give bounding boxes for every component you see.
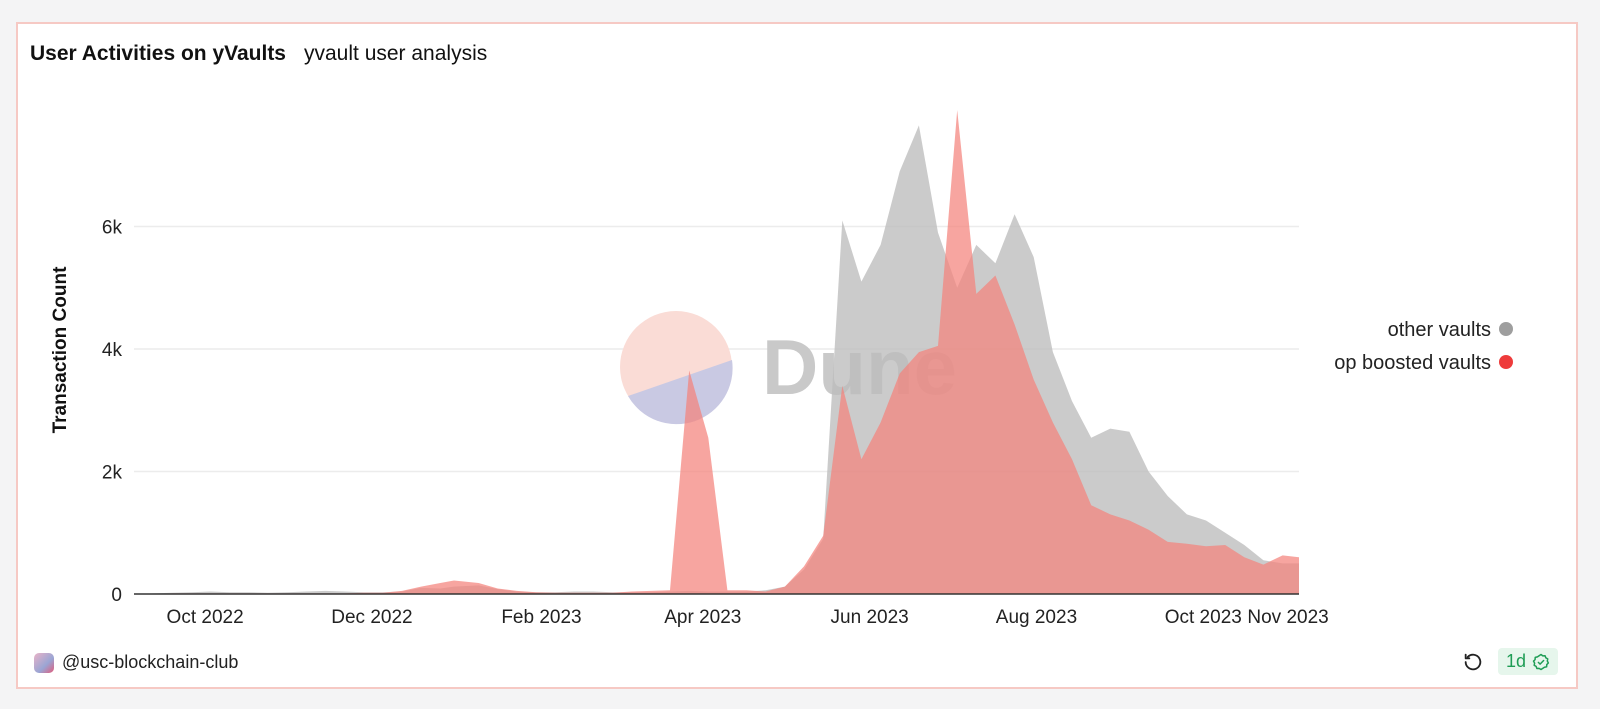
y-tick-label: 6k: [102, 218, 123, 239]
y-tick-label: 4k: [102, 340, 123, 361]
chart-title[interactable]: User Activities on yVaults: [30, 42, 286, 65]
x-tick-label: Nov 2023: [1247, 607, 1328, 628]
author-attribution[interactable]: @usc-blockchain-club: [34, 652, 238, 673]
y-axis-label: Transaction Count: [50, 266, 71, 433]
refresh-icon[interactable]: [1462, 651, 1484, 673]
x-tick-label: Oct 2022: [167, 607, 244, 628]
chart-subtitle: yvault user analysis: [304, 42, 488, 65]
legend-label[interactable]: other vaults: [1388, 319, 1491, 341]
x-tick-label: Jun 2023: [831, 607, 909, 628]
y-axis-ticks: 0 2k 4k 6k: [102, 218, 123, 607]
y-tick-label: 0: [111, 585, 122, 606]
refresh-interval: 1d: [1505, 651, 1526, 671]
check-badge-icon: [1532, 653, 1550, 670]
x-tick-label: Apr 2023: [664, 607, 741, 628]
chart-controls: 1d: [1462, 648, 1558, 675]
x-axis-ticks: Oct 2022 Dec 2022 Feb 2023 Apr 2023 Jun 2023…: [167, 607, 1329, 628]
x-tick-label: Aug 2023: [996, 607, 1077, 628]
chart-card: User Activities on yVaults yvault user a…: [16, 22, 1578, 689]
legend: other vaults op boosted vaults: [1334, 319, 1513, 374]
legend-swatch[interactable]: [1499, 322, 1513, 336]
x-tick-label: Oct 2023: [1165, 607, 1242, 628]
avatar: [34, 652, 54, 673]
series-areas: [134, 110, 1299, 595]
refresh-interval-badge[interactable]: 1d: [1497, 648, 1558, 675]
legend-label[interactable]: op boosted vaults: [1334, 352, 1491, 374]
x-tick-label: Dec 2022: [331, 607, 412, 628]
series-area-op-boosted-vaults[interactable]: [134, 110, 1299, 594]
y-tick-label: 2k: [102, 463, 123, 484]
chart-header: User Activities on yVaults yvault user a…: [30, 42, 487, 66]
x-tick-label: Feb 2023: [501, 607, 581, 628]
watermark-logo-lower: [628, 360, 733, 425]
author-name[interactable]: @usc-blockchain-club: [62, 652, 239, 672]
legend-swatch[interactable]: [1499, 355, 1513, 369]
